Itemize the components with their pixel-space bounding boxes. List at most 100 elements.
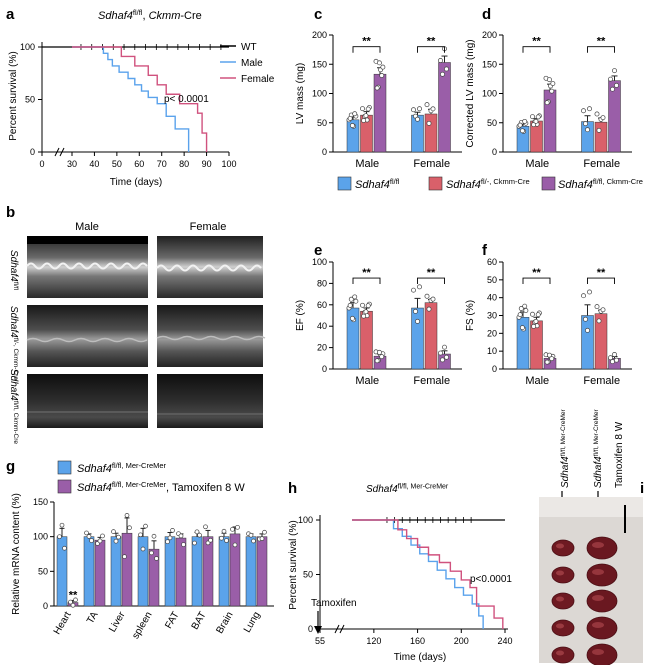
data-point <box>111 529 116 534</box>
data-point <box>352 294 358 300</box>
data-point <box>194 529 200 535</box>
sig-bracket <box>587 46 615 53</box>
panel-h-ytick: 100 <box>298 515 313 525</box>
panel-h-xtick: 200 <box>454 636 469 646</box>
panel-b-row-2: Sdhaf4fl/-, Ckmm-Cre <box>8 306 19 380</box>
data-point <box>517 122 523 128</box>
data-point <box>519 325 525 331</box>
data-point <box>430 296 436 302</box>
y-tick: 0 <box>492 147 497 157</box>
y-tick: 100 <box>312 89 327 99</box>
panel-a-line-female <box>72 46 208 152</box>
panel-h-xtick: 160 <box>410 636 425 646</box>
data-point <box>347 115 353 121</box>
category-label: Brain <box>214 610 235 636</box>
panel-i: i Sdhaf4fl/fl, Mer-CreMer Sdhaf4fl/fl, M… <box>539 409 644 665</box>
data-point <box>219 535 224 541</box>
data-point <box>235 524 240 530</box>
bar <box>148 548 160 607</box>
data-point <box>167 535 173 541</box>
bar <box>346 307 360 370</box>
panel-h-xtick: 55 <box>315 636 325 646</box>
panel-label-b: b <box>6 204 15 221</box>
data-point <box>596 127 602 133</box>
sig-mark: ** <box>362 267 371 279</box>
sig-bracket <box>417 277 445 285</box>
y-tick: 60 <box>487 257 497 267</box>
tamoxifen-arrowhead <box>314 626 322 634</box>
data-point <box>352 111 358 117</box>
echo-images <box>26 236 266 428</box>
data-point <box>140 546 146 552</box>
sig-bracket <box>522 46 551 53</box>
y-tick: 100 <box>33 532 48 542</box>
data-point <box>380 64 386 70</box>
panel-a-xtick: 90 <box>202 159 212 169</box>
data-point <box>84 530 89 536</box>
data-point <box>360 302 365 308</box>
data-point <box>361 313 367 319</box>
data-point <box>438 350 443 356</box>
data-point <box>124 513 130 518</box>
data-point <box>251 538 256 544</box>
panel-h-ytick: 0 <box>308 624 313 634</box>
data-point <box>59 522 65 528</box>
data-point <box>348 296 354 302</box>
panel-h-xtick: 240 <box>497 636 512 646</box>
panel-a: a Sdhaf4fl/fl, Ckmm-Cre Percent survival… <box>6 6 275 188</box>
hearts <box>551 536 618 665</box>
panel-h-pvalue: p<0.0001 <box>470 574 512 585</box>
bar <box>202 536 214 607</box>
category-label: Female <box>413 158 450 170</box>
data-point <box>70 602 76 608</box>
data-point <box>62 545 67 551</box>
data-point <box>612 68 617 74</box>
heart-tamoxifen <box>586 536 618 560</box>
data-point <box>546 352 552 358</box>
category-label: Lung <box>242 610 263 635</box>
data-point <box>585 327 590 333</box>
panel-i-label-3: Tamoxifen 8 W <box>614 421 625 488</box>
sig-mark: ** <box>532 267 541 279</box>
data-point <box>533 118 539 124</box>
sig-mark: ** <box>597 267 606 279</box>
category-label: Male <box>355 158 379 170</box>
data-point <box>353 298 359 304</box>
y-tick: 20 <box>487 328 497 338</box>
data-point <box>376 60 382 66</box>
legend-male: Male <box>241 58 263 69</box>
data-point <box>614 82 619 88</box>
panel-h-ylabel: Percent survival (%) <box>288 520 299 609</box>
bar <box>543 89 557 153</box>
data-point <box>151 533 157 539</box>
data-point <box>89 538 94 543</box>
data-point <box>550 81 556 86</box>
panel-b-row-3: Sdhaf4fl/fl, Ckmm-Cre <box>8 369 19 444</box>
data-point <box>610 86 615 92</box>
heart-tamoxifen <box>586 643 618 665</box>
y-tick: 200 <box>482 30 497 40</box>
data-point <box>424 102 430 108</box>
panel-a-xtick: 80 <box>179 159 189 169</box>
echo-female-ko <box>157 374 263 428</box>
panel-label-h: h <box>288 480 297 497</box>
data-point <box>549 88 555 94</box>
panel-h-ytick: 50 <box>303 570 313 580</box>
y-tick: 200 <box>312 30 327 40</box>
data-point <box>224 538 229 543</box>
data-point <box>549 356 555 362</box>
data-point <box>415 318 420 324</box>
sig-bracket <box>587 277 615 285</box>
y-tick: 0 <box>43 601 48 611</box>
data-point <box>583 316 588 322</box>
bar <box>594 121 608 153</box>
data-point <box>426 120 432 126</box>
data-point <box>523 308 529 313</box>
data-point <box>614 357 619 363</box>
panel-label-f: f <box>482 242 488 259</box>
category-label: FAT <box>163 610 181 631</box>
panel-a-xtick: 70 <box>157 159 167 169</box>
data-point <box>365 106 371 112</box>
y-tick: 100 <box>312 257 327 267</box>
echo-male-het <box>27 305 148 367</box>
